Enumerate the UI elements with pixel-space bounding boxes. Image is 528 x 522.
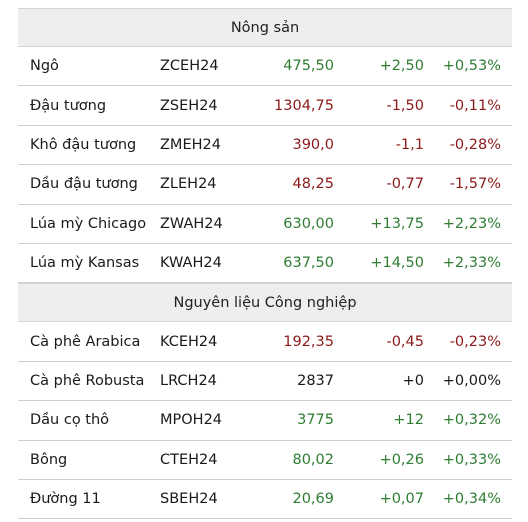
change-percent: +2,23% <box>442 215 501 232</box>
table-row: Ngô ZCEH24 475,50 +2,50 +0,53% <box>18 47 512 87</box>
table-row: Cà phê Arabica KCEH24 192,35 -0,45 -0,23% <box>18 322 512 362</box>
price-value: 80,02 <box>292 451 334 468</box>
price-value: 2837 <box>297 372 334 389</box>
commodity-name: Đường 11 <box>30 491 101 508</box>
change-value: +2,50 <box>379 58 424 75</box>
section-title: Nông sản <box>230 19 300 36</box>
ticker-code: ZSEH24 <box>160 97 218 114</box>
price-value: 192,35 <box>283 333 334 350</box>
table-row: Khô đậu tương ZMEH24 390,0 -1,1 -0,28% <box>18 126 512 166</box>
change-value: -1,50 <box>386 97 424 114</box>
change-value: +0 <box>402 372 424 389</box>
change-percent: +0,33% <box>442 451 501 468</box>
change-value: -0,45 <box>386 333 424 350</box>
change-value: +14,50 <box>370 255 424 272</box>
ticker-code: MPOH24 <box>160 412 223 429</box>
ticker-code: KWAH24 <box>160 255 222 272</box>
change-percent: -1,57% <box>449 176 501 193</box>
change-percent: +2,33% <box>442 255 501 272</box>
ticker-code: LRCH24 <box>160 372 217 389</box>
section-header-agriculture: Nông sản <box>18 8 512 47</box>
table-row: Đậu tương ZSEH24 1304,75 -1,50 -0,11% <box>18 86 512 126</box>
ticker-code: ZLEH24 <box>160 176 217 193</box>
table-row: Dầu đậu tương ZLEH24 48,25 -0,77 -1,57% <box>18 165 512 205</box>
change-value: -1,1 <box>395 136 424 153</box>
section-title: Nguyên liệu Công nghiệp <box>173 294 357 311</box>
commodity-name: Đậu tương <box>30 97 107 114</box>
commodity-name: Lúa mỳ Chicago <box>30 215 147 232</box>
ticker-code: SBEH24 <box>160 491 218 508</box>
change-percent: +0,32% <box>442 412 501 429</box>
change-value: +13,75 <box>370 215 424 232</box>
commodity-name: Bông <box>30 451 68 468</box>
change-value: +12 <box>393 412 424 429</box>
commodity-name: Lúa mỳ Kansas <box>30 255 140 272</box>
change-percent: -0,23% <box>449 333 501 350</box>
commodity-name: Dầu cọ thô <box>30 412 110 429</box>
price-value: 630,00 <box>283 215 334 232</box>
table-row: Cà phê Robusta LRCH24 2837 +0 +0,00% <box>18 362 512 402</box>
commodity-price-table: Nông sản Ngô ZCEH24 475,50 +2,50 +0,53% Đậu t… <box>18 8 512 520</box>
ticker-code: ZCEH24 <box>160 58 219 75</box>
price-value: 475,50 <box>283 58 334 75</box>
ticker-code: CTEH24 <box>160 451 218 468</box>
price-value: 390,0 <box>292 136 334 153</box>
table-row: Lúa mỳ Chicago ZWAH24 630,00 +13,75 +2,23% <box>18 205 512 244</box>
change-percent: +0,00% <box>442 372 501 389</box>
price-value: 48,25 <box>292 176 334 193</box>
change-percent: -0,28% <box>449 136 501 153</box>
table-row: Lúa mỳ Kansas KWAH24 637,50 +14,50 +2,33% <box>18 244 512 284</box>
change-value: +0,07 <box>379 491 424 508</box>
commodity-name: Khô đậu tương <box>30 136 137 153</box>
table-row: Bông CTEH24 80,02 +0,26 +0,33% <box>18 441 512 480</box>
section-header-industrial: Nguyên liệu Công nghiệp <box>18 283 512 323</box>
table-row: Đường 11 SBEH24 20,69 +0,07 +0,34% <box>18 480 512 520</box>
commodity-name: Cà phê Robusta <box>30 372 145 389</box>
commodity-name: Ngô <box>30 58 59 75</box>
price-value: 1304,75 <box>274 97 334 114</box>
commodity-name: Dầu đậu tương <box>30 176 138 193</box>
price-value: 637,50 <box>283 255 334 272</box>
price-value: 3775 <box>297 412 334 429</box>
ticker-code: ZMEH24 <box>160 136 221 153</box>
change-percent: +0,34% <box>442 491 501 508</box>
price-value: 20,69 <box>292 491 334 508</box>
commodity-name: Cà phê Arabica <box>30 333 141 350</box>
change-percent: +0,53% <box>442 58 501 75</box>
change-value: +0,26 <box>379 451 424 468</box>
table-row: Dầu cọ thô MPOH24 3775 +12 +0,32% <box>18 401 512 441</box>
change-percent: -0,11% <box>449 97 501 114</box>
ticker-code: KCEH24 <box>160 333 218 350</box>
change-value: -0,77 <box>386 176 424 193</box>
ticker-code: ZWAH24 <box>160 215 223 232</box>
